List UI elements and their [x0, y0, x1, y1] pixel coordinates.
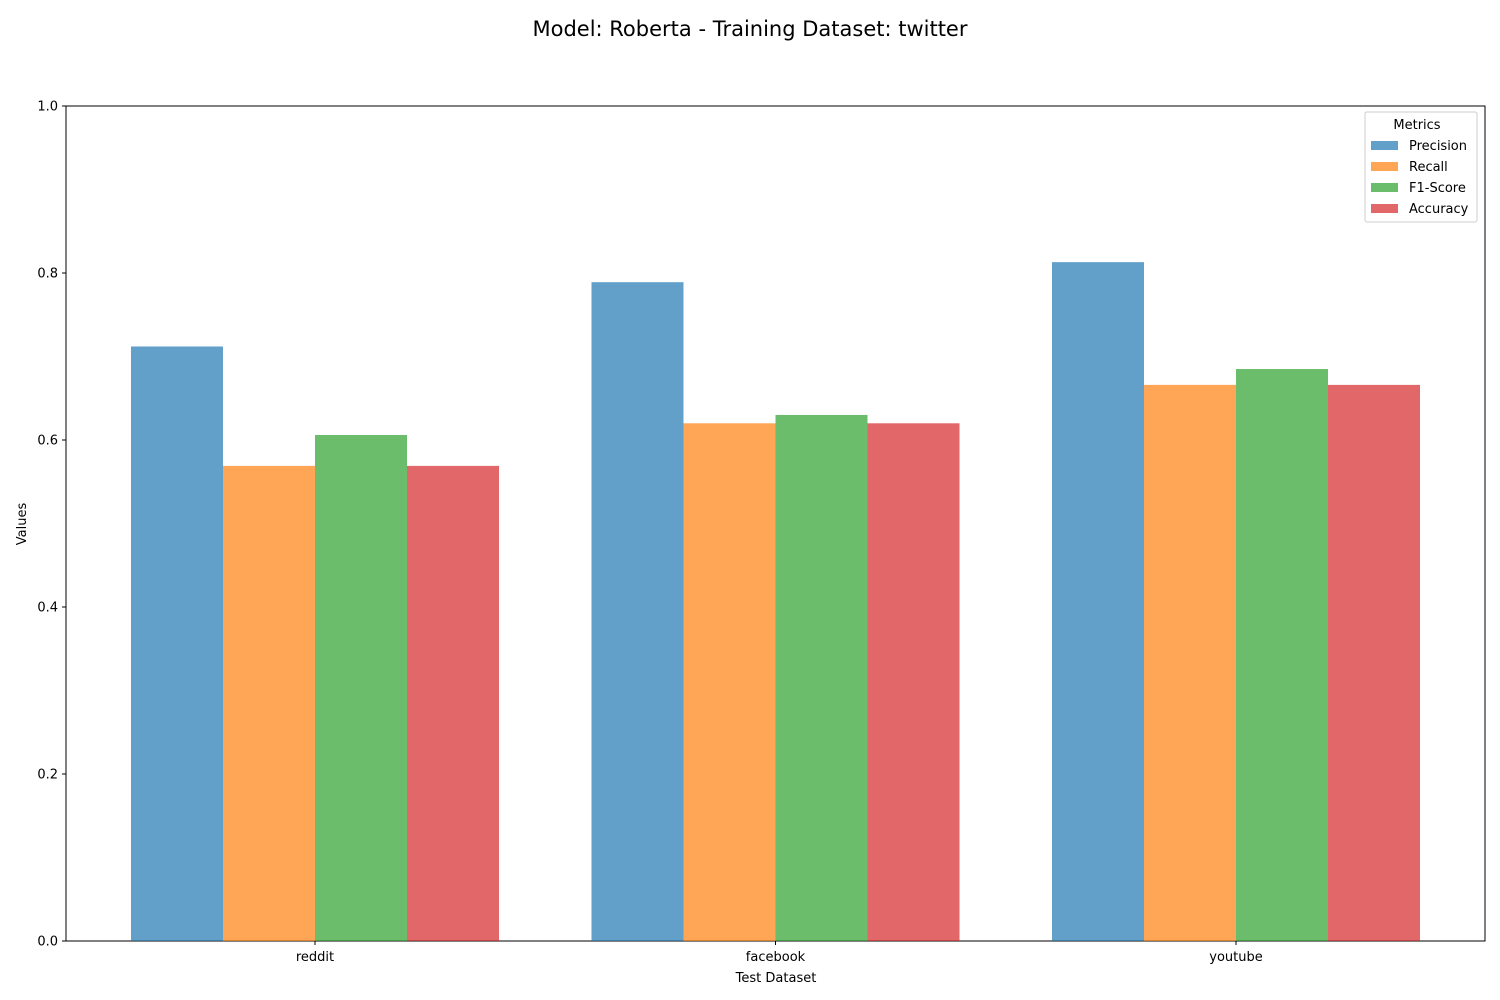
y-axis-label: Values: [15, 503, 30, 546]
x-tick-label-facebook: facebook: [746, 950, 806, 965]
bar-accuracy-facebook: [867, 423, 960, 941]
bar-recall-reddit: [223, 465, 315, 941]
y-tick-label: 0.2: [37, 768, 58, 783]
chart-title: Model: Roberta - Training Dataset: twitt…: [532, 17, 967, 41]
x-axis: reddit facebook youtube: [296, 941, 1263, 965]
y-tick-label: 0.8: [37, 267, 58, 282]
bar-accuracy-youtube: [1328, 384, 1420, 941]
bar-recall-youtube: [1144, 384, 1236, 941]
legend-swatch-recall: [1371, 162, 1398, 171]
bar-recall-facebook: [683, 423, 776, 941]
bar-f1-score-facebook: [775, 414, 868, 941]
y-tick-label: 0.4: [37, 601, 58, 616]
legend-label-recall: Recall: [1409, 160, 1448, 175]
bar-accuracy-reddit: [407, 465, 499, 941]
x-axis-label: Test Dataset: [735, 971, 817, 986]
y-tick-label: 0.0: [37, 935, 58, 950]
y-axis: 0.0 0.2 0.4 0.6 0.8 1.0: [37, 100, 66, 950]
legend-title: Metrics: [1393, 118, 1440, 133]
legend-frame: [1364, 111, 1478, 223]
y-tick-label: 1.0: [37, 100, 58, 115]
x-tick-label-reddit: reddit: [296, 950, 334, 965]
x-tick-label-youtube: youtube: [1209, 950, 1262, 965]
bars-group: [131, 262, 1420, 942]
legend-swatch-accuracy: [1371, 204, 1398, 213]
legend-label-f1-score: F1-Score: [1409, 181, 1466, 196]
bar-precision-youtube: [1052, 262, 1144, 941]
y-tick-label: 0.6: [37, 434, 58, 449]
bar-precision-facebook: [591, 282, 684, 941]
legend-label-precision: Precision: [1409, 139, 1467, 154]
bar-f1-score-reddit: [315, 434, 407, 941]
legend-swatch-precision: [1371, 141, 1398, 150]
legend-label-accuracy: Accuracy: [1409, 202, 1469, 217]
legend-swatch-f1-score: [1371, 183, 1398, 192]
bar-f1-score-youtube: [1236, 369, 1328, 941]
legend: Metrics Precision Recall F1-Score Accuracy: [1364, 111, 1478, 223]
bar-precision-reddit: [131, 346, 223, 942]
